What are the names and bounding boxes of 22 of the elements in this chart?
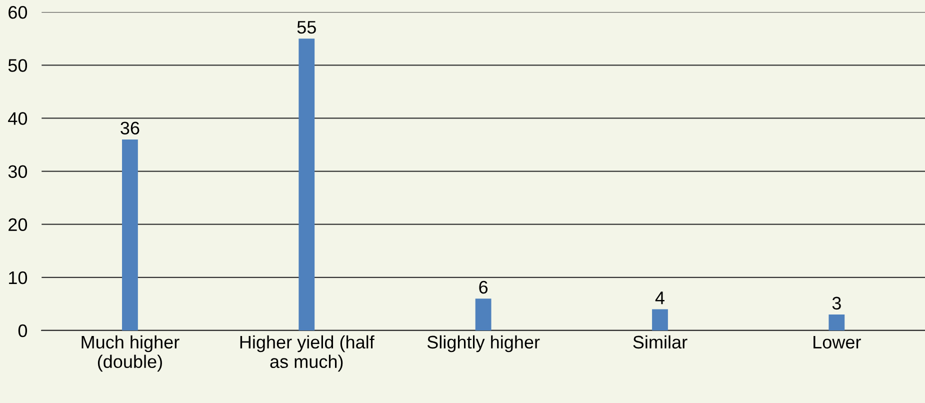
y-tick-label: 0: [18, 324, 28, 338]
y-tick-label: 20: [8, 218, 28, 232]
y-tick-label: 60: [8, 6, 28, 19]
y-tick-label: 40: [8, 112, 28, 125]
y-tick-label: 30: [8, 165, 28, 178]
data-label: 55: [297, 21, 316, 34]
bar: [475, 298, 492, 330]
y-tick-label: 10: [9, 271, 28, 284]
data-label: 36: [120, 122, 140, 134]
bar: [122, 139, 138, 330]
data-label: 3: [832, 296, 841, 310]
y-tick-label: 50: [8, 59, 28, 72]
x-tick-label: Slightly higher: [427, 335, 540, 352]
data-label: 4: [655, 292, 664, 304]
x-tick-label: Lower: [814, 336, 861, 349]
x-tick-label: Much higher (double): [82, 335, 180, 372]
bar: [652, 309, 668, 330]
x-tick-label: Similar: [633, 335, 688, 349]
bar: [298, 38, 315, 330]
data-label: 6: [479, 280, 488, 294]
bar: [828, 314, 845, 330]
x-tick-label: Higher yield (half as much): [240, 335, 374, 372]
